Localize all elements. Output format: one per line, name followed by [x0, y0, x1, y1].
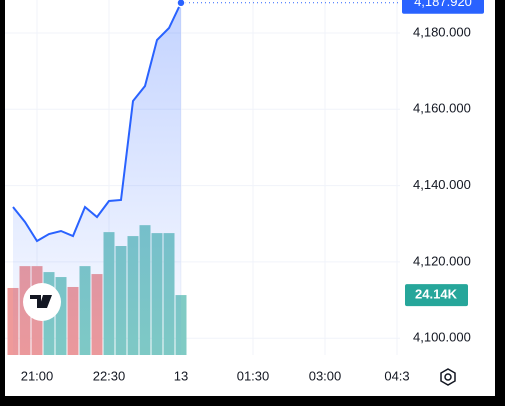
axes: 4,100.000 4,120.000 4,140.000 4,160.000 4,18…: [21, 0, 484, 383]
logo: [23, 283, 61, 321]
x-tick-label: 03:00: [309, 368, 342, 383]
x-tick-label: 21:00: [21, 368, 54, 383]
y-tick-label: 4,160.000: [413, 101, 471, 116]
y-tick-label: 4,100.000: [413, 330, 471, 345]
logo-mark: [30, 295, 52, 308]
x-tick-label: 04:3: [384, 368, 409, 383]
volume-label-box: [405, 284, 468, 307]
last-point: [176, 0, 186, 8]
price-area: [13, 2, 181, 355]
x-tick-label: 01:30: [237, 368, 270, 383]
volume-label: 24.14K: [415, 287, 458, 302]
x-tick-label: 13: [174, 368, 188, 383]
y-tick-label: 4,180.000: [413, 24, 471, 39]
x-tick-label: 22:30: [93, 368, 126, 383]
y-tick-label: 4,140.000: [413, 177, 471, 192]
settings-icon[interactable]: [440, 368, 456, 386]
price-label: 4,187.920: [414, 0, 472, 9]
price-series: [12, 0, 400, 355]
settings-dot[interactable]: [444, 373, 452, 381]
price-line: [12, 2, 182, 243]
y-tick-label: 4,120.000: [413, 253, 471, 268]
price-label-box: [402, 0, 484, 14]
settings-hex[interactable]: [440, 368, 456, 386]
